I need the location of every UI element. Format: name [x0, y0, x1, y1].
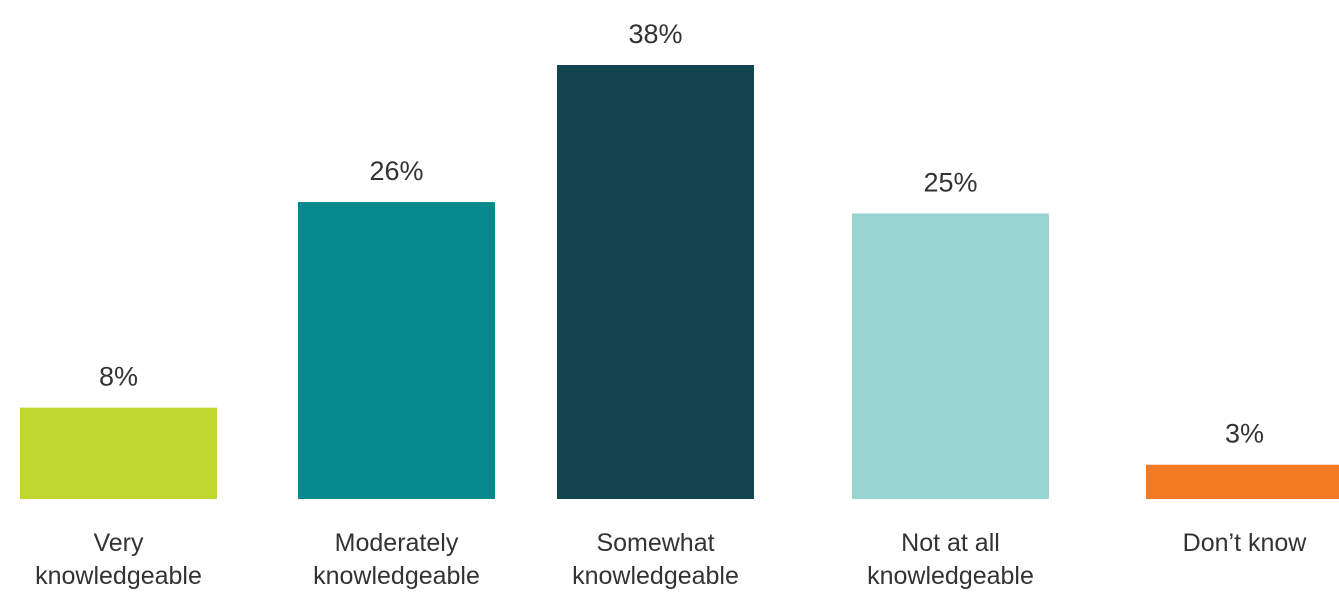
category-label-4: Don’t know — [1135, 527, 1339, 560]
bar-1 — [298, 202, 495, 499]
category-label-3: Not at all knowledgeable — [841, 527, 1061, 593]
value-label-2: 38% — [628, 19, 682, 49]
value-label-1: 26% — [369, 156, 423, 186]
bar-3 — [852, 213, 1049, 499]
category-label-2: Somewhat knowledgeable — [546, 527, 766, 593]
category-label-1: Moderately knowledgeable — [287, 527, 507, 593]
value-label-4: 3% — [1225, 419, 1264, 449]
value-label-0: 8% — [99, 362, 138, 392]
value-label-3: 25% — [923, 167, 977, 197]
category-label-0: Very knowledgeable — [9, 527, 229, 593]
bar-2 — [557, 65, 754, 499]
bar-0 — [20, 408, 217, 499]
bar-4 — [1146, 465, 1339, 499]
